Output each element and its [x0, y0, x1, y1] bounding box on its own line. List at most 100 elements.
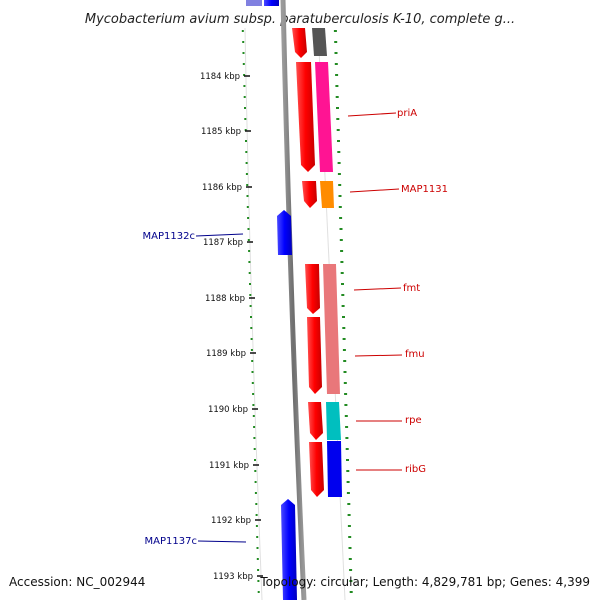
tick-dot — [246, 195, 249, 197]
tick-dot — [250, 338, 253, 340]
tick-dots-right — [333, 30, 353, 593]
gene-arrow-pria — [296, 62, 315, 172]
tick-dot — [333, 30, 337, 32]
leader-line-map1137c — [197, 540, 247, 543]
tick-dot — [253, 448, 256, 450]
tick-dot — [257, 591, 260, 593]
tick-dot — [248, 250, 251, 252]
tick-dot — [250, 327, 253, 329]
tick-dot — [339, 228, 343, 230]
tick-dot — [341, 305, 345, 307]
kbp-ruler: 1184 kbp 1185 kbp 1186 kbp 1187 kbp 1188 kbp… — [200, 72, 263, 582]
tick-dot — [340, 250, 344, 252]
gene-arrow-top-forward — [292, 28, 307, 58]
outer-arc-left — [244, 27, 263, 600]
gene-label-pria: priA — [397, 108, 417, 119]
tick-dot — [337, 162, 341, 164]
tick-dot — [347, 503, 351, 505]
tick-dot — [340, 261, 344, 263]
tick-dot — [257, 569, 260, 571]
tick-dot — [334, 41, 338, 43]
tick-dot — [246, 206, 249, 208]
tick-dot — [339, 239, 343, 241]
tick-dot — [255, 503, 258, 505]
tick-dot — [249, 305, 252, 307]
gene-arrow-fmu — [307, 317, 322, 394]
tick-dot — [334, 52, 338, 54]
tick-dot — [245, 162, 248, 164]
tick-dot — [256, 558, 259, 560]
tick-dot — [257, 580, 260, 582]
gene-label-rpe: rpe — [405, 415, 422, 426]
kbp-tick-label: 1190 kbp — [208, 405, 248, 415]
tick-dot — [343, 382, 347, 384]
tick-dot — [252, 415, 255, 417]
tick-dot — [252, 404, 255, 406]
tick-dot — [249, 294, 252, 296]
tick-dot — [254, 492, 257, 494]
tick-dot — [249, 283, 251, 285]
tick-dot — [346, 492, 350, 494]
tick-dot — [342, 327, 346, 329]
cog-block-top — [312, 28, 327, 56]
tick-dot — [349, 580, 353, 582]
leader-line-map1131 — [349, 188, 400, 193]
tick-dot — [241, 30, 244, 32]
tick-dot — [335, 96, 339, 98]
tick-dot — [343, 360, 347, 362]
kbp-tick-label: 1186 kbp — [202, 183, 242, 193]
gene-arrow-top-reverse-2 — [264, 0, 279, 6]
tick-dot — [253, 437, 256, 439]
tick-dot — [254, 470, 257, 472]
tick-dot — [248, 272, 251, 274]
tick-dot — [335, 85, 339, 87]
tick-dot — [244, 129, 247, 131]
tick-dot — [342, 316, 345, 318]
tick-dot — [337, 140, 340, 142]
tick-dot — [245, 151, 248, 153]
tick-dot — [244, 118, 247, 120]
gene-arrow-map1131 — [302, 181, 317, 208]
gene-arrow-ribg — [309, 442, 324, 497]
tick-dot — [344, 404, 348, 406]
gene-label-ribg: ribG — [405, 464, 426, 475]
tick-dot — [347, 514, 351, 516]
tick-dot — [252, 393, 255, 395]
tick-dot — [346, 481, 350, 483]
gene-label-map1132c: MAP1132c — [143, 231, 195, 242]
tick-dot — [250, 349, 253, 351]
leader-line-fmu — [354, 354, 403, 357]
tick-dot — [251, 382, 254, 384]
tick-dot — [336, 118, 340, 120]
tick-dot — [335, 74, 339, 76]
tick-dot — [242, 41, 245, 43]
tick-dot — [348, 547, 352, 549]
tick-dot — [254, 481, 257, 483]
tick-dot — [246, 184, 249, 186]
tick-dot — [253, 426, 256, 428]
kbp-tick-label: 1193 kbp — [213, 572, 253, 582]
leader-line-pria — [347, 112, 397, 117]
tick-dot — [345, 437, 349, 439]
tick-dot — [254, 459, 256, 461]
gene-arrow-top-reverse — [246, 0, 262, 6]
tick-dot — [243, 85, 246, 87]
kbp-tick-label: 1192 kbp — [211, 516, 251, 526]
gene-arrow-map1137c — [281, 499, 297, 600]
tick-dot — [338, 184, 342, 186]
tick-dot — [255, 514, 258, 516]
tick-dot — [342, 338, 346, 340]
tick-dot — [338, 195, 342, 197]
tick-dot — [256, 536, 259, 538]
cog-block-fmt-fmu — [323, 264, 340, 394]
tick-dot — [250, 316, 252, 318]
gene-label-fmu: fmu — [405, 349, 425, 360]
tick-dot — [242, 52, 245, 54]
tick-dot — [248, 261, 251, 263]
kbp-tick-label: 1185 kbp — [201, 127, 241, 137]
leader-line-map1132c — [195, 233, 244, 237]
gene-label-map1131: MAP1131 — [401, 184, 448, 195]
cog-block-ribg — [327, 441, 342, 497]
cog-block-pria — [315, 62, 333, 172]
